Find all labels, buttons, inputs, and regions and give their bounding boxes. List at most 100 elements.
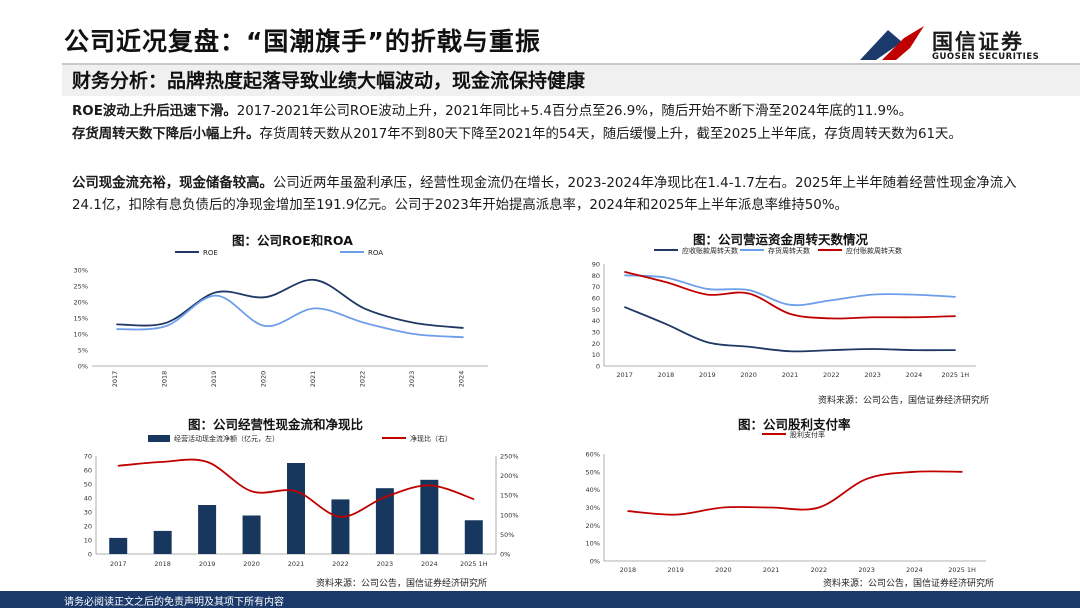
- x-tick-label: 2025 1H: [948, 566, 976, 574]
- x-tick-label: 2019: [667, 566, 684, 574]
- chart3-source: 资料来源：公司公告，国信证券经济研究所: [316, 579, 488, 589]
- data-point: [748, 346, 750, 348]
- y-tick-label: 40%: [586, 486, 600, 494]
- cashflow-bar: [153, 530, 172, 554]
- x-tick-label: 2019: [210, 371, 218, 388]
- paragraph-inventory: 存货周转天数下降后小幅上升。存货周转天数从2017年不到80天下降至2021年的…: [72, 124, 1022, 146]
- data-point: [706, 294, 708, 296]
- data-point: [665, 323, 667, 325]
- data-point: [913, 316, 915, 318]
- data-point: [206, 461, 208, 463]
- y-right-tick-label: 200%: [500, 472, 519, 480]
- data-point: [706, 341, 708, 343]
- subtitle-bar: [62, 63, 1080, 96]
- legend-2-label: ROA: [368, 249, 383, 257]
- y-tick-label: 30%: [74, 267, 88, 275]
- paragraph-roe: ROE波动上升后迅速下滑。2017-2021年公司ROE波动上升，2021年同比…: [72, 101, 1032, 123]
- x-tick-label: 2021: [763, 566, 780, 574]
- data-point: [954, 315, 956, 317]
- x-tick-label: 2018: [160, 371, 168, 388]
- data-point: [116, 323, 118, 325]
- x-tick-label: 2019: [199, 560, 216, 568]
- y-left-tick-label: 10: [84, 537, 92, 545]
- data-point: [675, 514, 677, 516]
- roe-roa-chart: 0% 5% 10% 15% 20% 25% 30% 2017 2018 2019 2020 2021 2…: [74, 249, 488, 388]
- data-point: [384, 496, 386, 498]
- data-point: [706, 288, 708, 290]
- cashflow-bar: [198, 505, 217, 554]
- y-tick-label: 40: [592, 317, 600, 325]
- data-point: [165, 322, 167, 324]
- y-right-tick-label: 0%: [500, 551, 510, 559]
- y-tick-label: 50%: [586, 468, 600, 476]
- cashflow-bar: [464, 520, 483, 554]
- y-tick-label: 60%: [586, 451, 600, 459]
- company-logo: 国信证券 GUOSEN SECURITIES: [858, 24, 1048, 66]
- data-point: [413, 333, 415, 335]
- footer-disclaimer: 请务必阅读正文之后的免责声明及其项下所有内容: [64, 597, 284, 608]
- paragraph-roe-text: 2017-2021年公司ROE波动上升，2021年同比+5.4百分点至26.9%…: [236, 104, 913, 119]
- x-tick-label: 2019: [699, 371, 716, 379]
- series-line-2: [116, 294, 464, 339]
- data-point: [314, 307, 316, 309]
- data-point: [872, 348, 874, 350]
- x-tick-label: 2017: [111, 371, 119, 388]
- data-point: [627, 510, 629, 512]
- data-point: [665, 281, 667, 283]
- operating-cashflow-chart: 0 10 20 30 40 50 60 70 0% 50% 100% 150% 200% 250% 2017…: [84, 434, 519, 568]
- data-point: [830, 349, 832, 351]
- x-tick-label: 2021: [782, 371, 799, 379]
- legend-2-label: 净现比（右）: [410, 434, 452, 443]
- series-line-2: [624, 274, 956, 307]
- x-tick-label: 2020: [715, 566, 732, 574]
- y-left-tick-label: 20: [84, 523, 92, 531]
- data-point: [264, 325, 266, 327]
- data-point: [770, 506, 772, 509]
- data-point: [215, 291, 217, 293]
- page-subtitle: 财务分析：品牌热度起落导致业绩大幅波动，现金流保持健康: [72, 70, 586, 92]
- legend-1-swatch: [148, 435, 170, 442]
- data-point: [462, 336, 464, 338]
- legend-3-label: 应付账款周转天数: [846, 246, 902, 255]
- data-point: [913, 471, 915, 473]
- y-left-tick-label: 30: [84, 509, 92, 517]
- data-point: [830, 317, 832, 319]
- cashflow-bar: [420, 479, 439, 554]
- y-left-tick-label: 40: [84, 495, 92, 503]
- x-tick-label: 2025 1H: [942, 371, 970, 379]
- data-point: [428, 484, 430, 486]
- cashflow-bar: [375, 488, 394, 554]
- logo-en-text: GUOSEN SECURITIES: [932, 52, 1040, 62]
- y-tick-label: 30: [592, 329, 600, 337]
- paragraph-cashflow-text: 公司近两年虽盈利承压，经营性现金流仍在增长，2023-2024年净现比在1.4-…: [72, 176, 1017, 213]
- y-tick-label: 25%: [74, 283, 88, 291]
- data-point: [866, 478, 868, 480]
- data-point: [748, 292, 750, 295]
- y-tick-label: 60: [592, 295, 600, 303]
- paragraph-inventory-text: 存货周转天数从2017年不到80天下降至2021年的54天，随后缓慢上升，截至2…: [259, 127, 962, 142]
- x-tick-label: 2022: [332, 560, 349, 568]
- data-point: [789, 350, 791, 352]
- x-tick-label: 2022: [358, 371, 366, 388]
- x-tick-label: 2022: [823, 371, 840, 379]
- y-tick-label: 20: [592, 340, 600, 348]
- x-tick-label: 2024: [457, 371, 465, 388]
- data-point: [363, 322, 365, 324]
- working-capital-days-chart: 0 10 20 30 40 50 60 70 80 90 2017 2018 2019 2020 2021 2…: [592, 246, 976, 379]
- x-tick-label: 2020: [740, 371, 757, 379]
- y-tick-label: 10%: [74, 331, 88, 339]
- x-tick-label: 2017: [110, 560, 127, 568]
- x-tick-label: 2018: [658, 371, 675, 379]
- chart4-source: 资料来源：公司公告，国信证券经济研究所: [823, 579, 995, 589]
- y-tick-label: 0: [596, 363, 600, 371]
- data-point: [314, 279, 316, 281]
- page-title: 公司近况复盘：“国潮旗手”的折戟与重振: [64, 27, 541, 56]
- x-tick-label: 2024: [906, 566, 923, 574]
- x-tick-label: 2025 1H: [460, 560, 488, 568]
- y-tick-label: 30%: [586, 504, 600, 512]
- data-point: [162, 461, 164, 463]
- data-point: [748, 289, 750, 291]
- data-point: [215, 295, 217, 297]
- x-tick-label: 2022: [811, 566, 828, 574]
- data-point: [665, 277, 667, 279]
